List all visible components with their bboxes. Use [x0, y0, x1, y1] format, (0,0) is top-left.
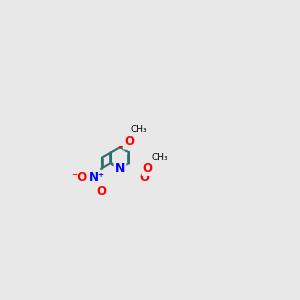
- Text: ⁻O: ⁻O: [71, 171, 87, 184]
- Text: O: O: [124, 136, 134, 148]
- Text: N: N: [115, 162, 125, 175]
- Text: N⁺: N⁺: [88, 171, 105, 184]
- Text: CH₃: CH₃: [130, 125, 147, 134]
- Text: CH₃: CH₃: [152, 153, 168, 162]
- Text: O: O: [139, 171, 149, 184]
- Text: O: O: [96, 185, 106, 198]
- Text: O: O: [142, 162, 153, 175]
